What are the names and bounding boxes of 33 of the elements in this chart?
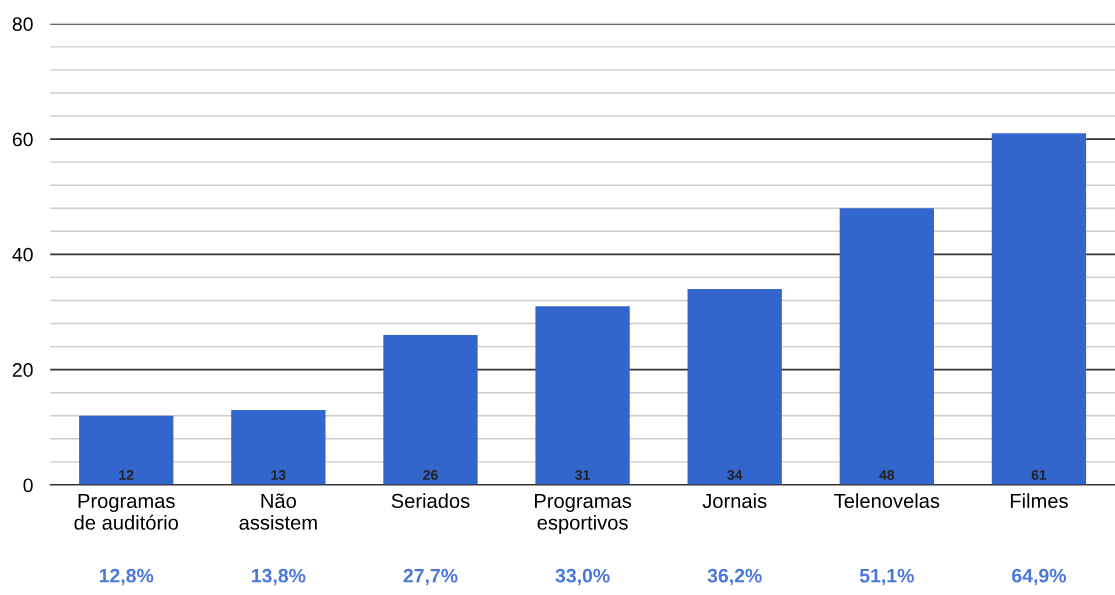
bar <box>839 208 934 485</box>
text: 33,0% <box>555 568 610 586</box>
bar <box>383 335 478 485</box>
bar <box>535 306 630 485</box>
y-tick-label: 40 <box>12 247 33 262</box>
data-label: 26 <box>423 470 438 480</box>
data-label: 13 <box>271 470 286 480</box>
bar <box>231 409 326 485</box>
x-tick-label: Programas esportivos <box>535 494 632 534</box>
text: 64,9% <box>1012 568 1066 586</box>
data-label: 12 <box>119 470 134 480</box>
bar <box>991 133 1087 485</box>
text: 27,7% <box>403 568 458 586</box>
x-tick-label: Seriados <box>391 493 470 509</box>
x-tick-label: Filmes <box>1010 493 1068 509</box>
y-tick-label: 80 <box>12 17 33 32</box>
y-tick-label: 60 <box>12 132 33 147</box>
bar <box>687 288 782 485</box>
data-label: 61 <box>1031 470 1047 480</box>
text: 12,8% <box>99 568 154 586</box>
data-label: 48 <box>879 470 895 480</box>
y-tick-label: 20 <box>12 363 33 377</box>
text: 36,2% <box>707 568 762 586</box>
x-tick-label: Programas de auditório <box>74 494 179 530</box>
x-tick-label: Telenovelas <box>834 493 940 509</box>
bar <box>79 415 174 485</box>
text: 13,8% <box>252 568 306 586</box>
x-tick-label: Não assistem <box>239 493 317 530</box>
data-label: 31 <box>575 470 590 480</box>
text: 51,1% <box>859 568 914 586</box>
y-tick-label: 0 <box>23 478 33 493</box>
x-tick-label: Jornais <box>702 493 767 509</box>
data-label: 34 <box>727 470 743 480</box>
